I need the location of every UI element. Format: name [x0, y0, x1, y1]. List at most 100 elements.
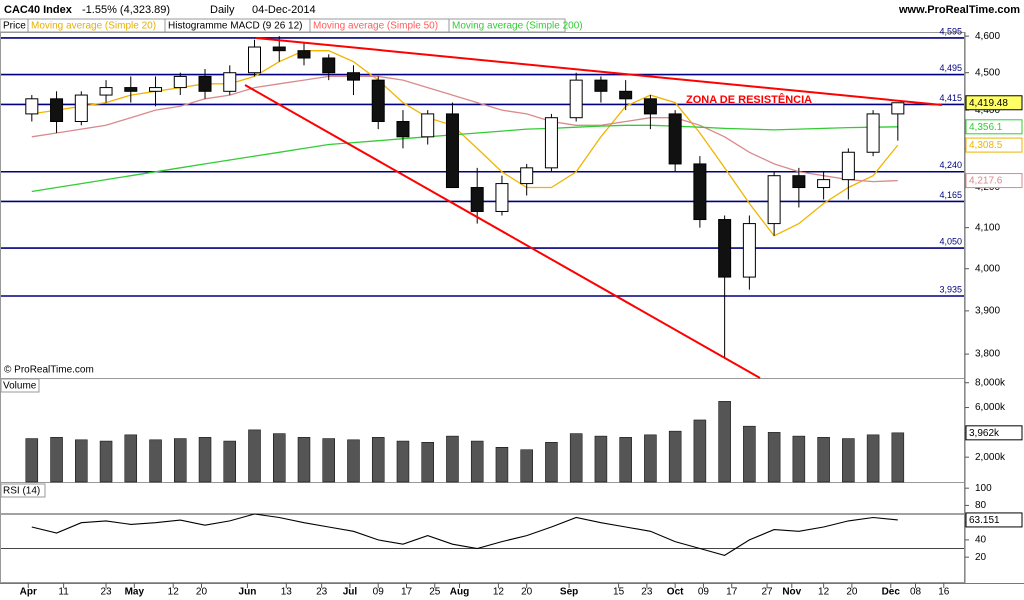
volume-bar	[371, 437, 385, 483]
candle-body	[866, 113, 880, 153]
y-tick-label: 4,500	[975, 67, 1000, 78]
legend-entry: Moving average (Simple 50)	[313, 21, 438, 32]
y-tick-label: 6,000k	[975, 402, 1006, 413]
trend-line	[244, 84, 761, 379]
last-value-box	[965, 119, 1023, 135]
candle-body	[742, 223, 756, 278]
candle-body	[668, 113, 682, 165]
x-tick-label: Dec	[882, 587, 901, 598]
y-tick-label: 4,100	[975, 222, 1000, 233]
candle-body	[223, 72, 237, 92]
volume-bar	[50, 437, 63, 483]
x-tick-label: 08	[910, 587, 922, 598]
level-label: 4,595	[939, 26, 962, 36]
x-tick-label: 20	[196, 587, 208, 598]
y-tick-label: 40	[975, 535, 987, 546]
candle-body	[50, 98, 64, 123]
legend-entry: Histogramme MACD (9 26 12)	[168, 21, 302, 32]
legend-entry: Moving average (Simple 20)	[31, 21, 156, 32]
candle-body	[891, 102, 905, 115]
volume-bar	[223, 440, 237, 483]
x-tick-label: Oct	[667, 587, 684, 598]
candle-body	[445, 113, 459, 189]
volume-bar	[99, 440, 113, 483]
volume-bar	[174, 438, 187, 483]
x-tick-label: Jul	[343, 587, 358, 598]
moving-average	[31, 124, 898, 193]
candle-body	[520, 167, 534, 185]
last-value-box	[965, 512, 1023, 528]
volume-bar	[322, 438, 335, 483]
x-tick-label: 27	[761, 587, 773, 598]
candle-body	[248, 46, 262, 74]
x-tick-label: Apr	[20, 587, 37, 598]
candle-body	[767, 175, 781, 225]
volume-bar	[668, 430, 682, 483]
level-label: 4,495	[939, 63, 962, 73]
panel-label-box	[0, 483, 46, 498]
x-tick-label: Jun	[239, 587, 257, 598]
candle-body	[99, 87, 113, 96]
chart-title: CAC40 Index	[4, 4, 73, 16]
y-tick-label: 80	[975, 500, 987, 511]
volume-bar	[446, 435, 459, 483]
y-tick-label: 4,600	[975, 31, 1000, 42]
candle-body	[718, 219, 732, 278]
last-value-box	[965, 425, 1023, 441]
legend-entry: Price	[3, 21, 26, 32]
candle-body	[569, 79, 583, 119]
x-tick-label: 09	[373, 587, 385, 598]
volume-bar	[297, 437, 311, 483]
volume-bar	[198, 437, 212, 483]
x-tick-label: 12	[168, 587, 180, 598]
level-label: 4,050	[939, 236, 962, 246]
candle-body	[322, 57, 336, 74]
volume-bar	[644, 434, 657, 483]
x-tick-label: 20	[846, 587, 858, 598]
x-tick-label: 09	[698, 587, 710, 598]
x-tick-label: Sep	[560, 587, 578, 598]
volume-bar	[743, 425, 756, 483]
level-label: 3,935	[939, 284, 962, 294]
volume-bar	[248, 429, 261, 483]
candle-body	[792, 175, 806, 189]
volume-bar	[347, 439, 360, 483]
candle-body	[74, 94, 88, 123]
x-tick-label: 16	[938, 587, 950, 598]
volume-bar	[594, 435, 608, 483]
trend-line	[255, 37, 943, 106]
volume-bar	[25, 438, 39, 483]
y-tick-label: 100	[975, 483, 992, 494]
candle-body	[421, 113, 435, 138]
candle-body	[817, 179, 831, 189]
moving-average	[31, 50, 899, 237]
candle-body	[149, 87, 163, 92]
x-tick-label: 12	[818, 587, 830, 598]
x-tick-label: May	[125, 587, 145, 598]
change: -1.55% (4,323.89)	[82, 4, 170, 16]
panel-title: RSI (14)	[3, 486, 40, 497]
annotation: ZONA DE RESISTÊNCIA	[686, 93, 812, 106]
y-tick-label: 2,000k	[975, 452, 1006, 463]
volume-bar	[124, 434, 138, 483]
x-tick-label: 25	[429, 587, 441, 598]
x-tick-label: Aug	[450, 587, 469, 598]
x-tick-label: 23	[316, 587, 328, 598]
x-tick-label: 17	[726, 587, 738, 598]
volume-bar	[866, 434, 880, 483]
moving-average	[31, 75, 898, 183]
volume-bar	[421, 442, 434, 483]
candle-body	[544, 117, 558, 169]
last-value-label: 63.151	[969, 515, 1000, 526]
volume-bar	[272, 433, 286, 483]
website: www.ProRealTime.com	[898, 4, 1020, 16]
rsi-line	[31, 513, 898, 556]
candle-body	[124, 87, 138, 92]
level-label: 4,415	[939, 93, 962, 103]
volume-bar	[396, 440, 410, 483]
panel-label-box	[0, 378, 40, 393]
candle-body	[173, 75, 187, 89]
volume-bar	[520, 449, 533, 483]
volume-bar	[619, 437, 632, 483]
